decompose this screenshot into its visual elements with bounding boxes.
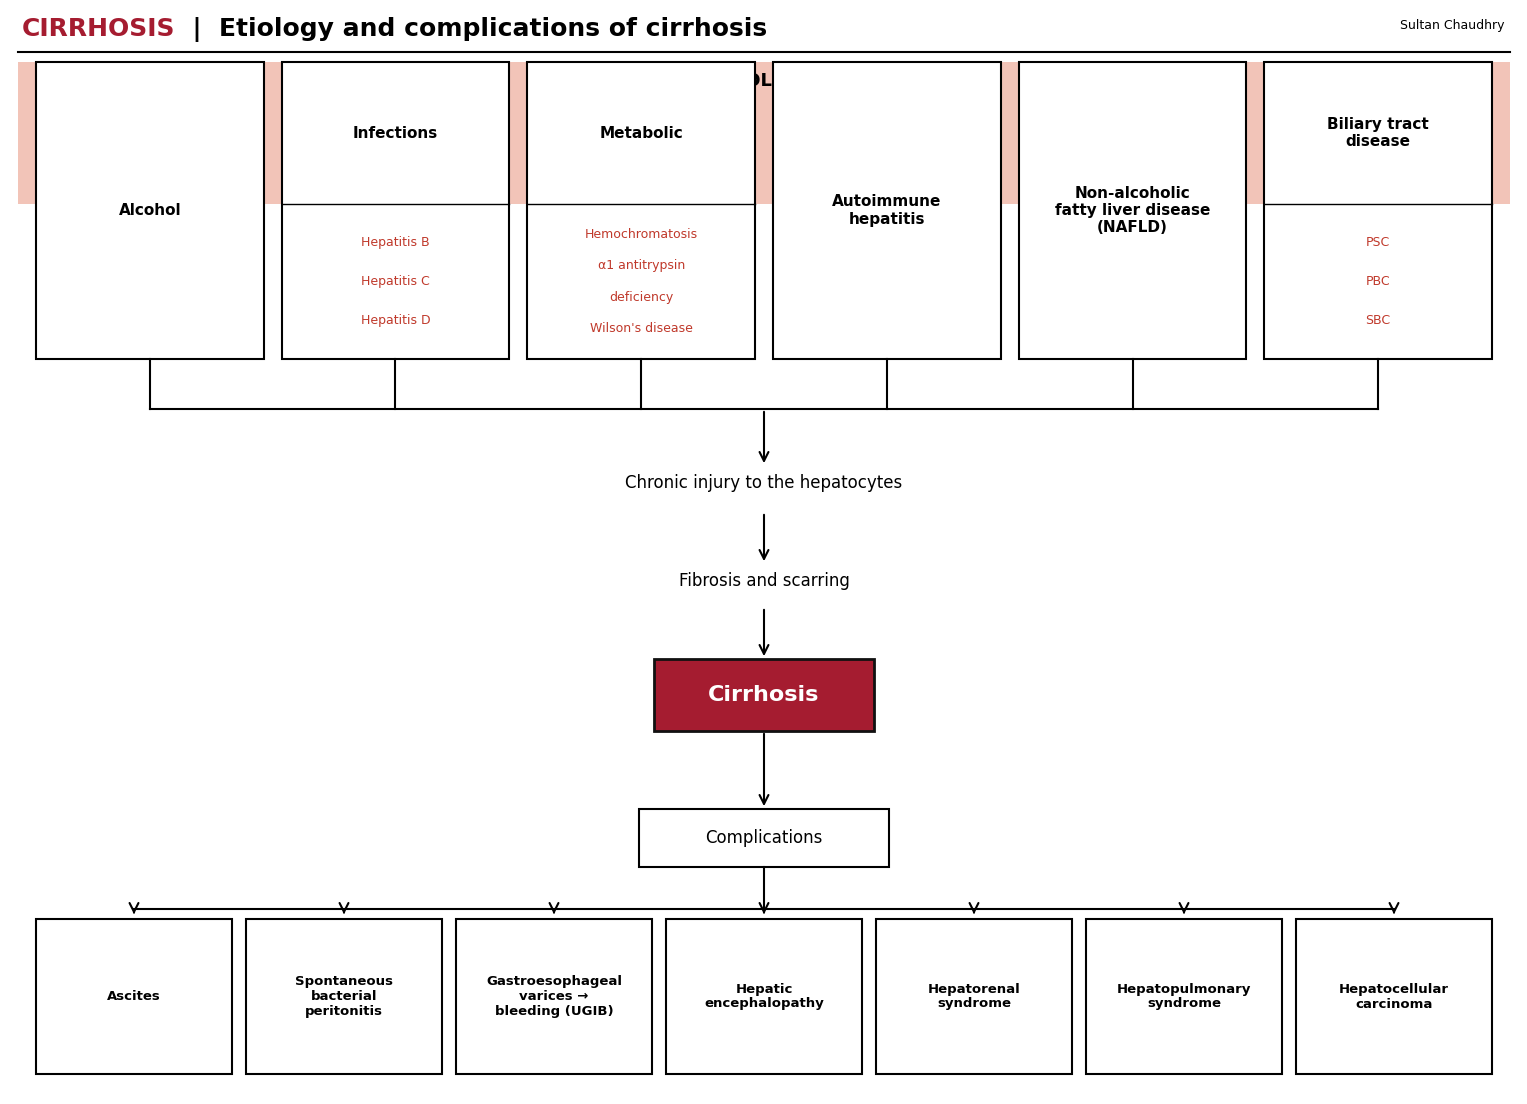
Text: Spontaneous
bacterial
peritonitis: Spontaneous bacterial peritonitis: [295, 975, 392, 1018]
Text: Ascites: Ascites: [107, 990, 160, 1004]
Text: Complications: Complications: [705, 829, 823, 847]
Bar: [1019, 62, 1246, 359]
Text: Hepatitis B: Hepatitis B: [362, 236, 429, 250]
Text: SBC: SBC: [1365, 314, 1391, 327]
Text: Autoimmune
hepatitis: Autoimmune hepatitis: [832, 194, 942, 226]
Text: α1 antitrypsin: α1 antitrypsin: [597, 259, 684, 273]
Bar: [1264, 62, 1492, 359]
Text: Wilson's disease: Wilson's disease: [589, 321, 693, 335]
Text: ETIOLOGY: ETIOLOGY: [715, 72, 814, 91]
Bar: [527, 62, 754, 359]
Text: Cirrhosis: Cirrhosis: [709, 684, 820, 705]
Text: Hepatic
encephalopathy: Hepatic encephalopathy: [704, 983, 825, 1010]
Text: Infections: Infections: [353, 126, 438, 140]
Text: Hemochromatosis: Hemochromatosis: [585, 229, 698, 242]
Text: deficiency: deficiency: [609, 290, 673, 304]
Bar: [876, 919, 1072, 1074]
Text: Sultan Chaudhry: Sultan Chaudhry: [1400, 19, 1506, 32]
Bar: [666, 919, 863, 1074]
Bar: [773, 62, 1000, 359]
Text: CIRRHOSIS: CIRRHOSIS: [21, 17, 176, 41]
Text: Non-alcoholic
fatty liver disease
(NAFLD): Non-alcoholic fatty liver disease (NAFLD…: [1055, 185, 1211, 235]
Bar: [457, 919, 652, 1074]
Bar: [654, 659, 873, 731]
Bar: [1296, 919, 1492, 1074]
Bar: [37, 62, 264, 359]
Bar: [246, 919, 441, 1074]
Bar: [37, 919, 232, 1074]
Text: Fibrosis and scarring: Fibrosis and scarring: [678, 572, 849, 590]
Text: Hepatitis D: Hepatitis D: [360, 314, 431, 327]
Bar: [1086, 919, 1283, 1074]
Text: PBC: PBC: [1365, 275, 1391, 288]
Bar: [18, 62, 1510, 204]
Text: |  Etiology and complications of cirrhosis: | Etiology and complications of cirrhosi…: [176, 17, 767, 42]
Text: Gastroesophageal
varices →
bleeding (UGIB): Gastroesophageal varices → bleeding (UGI…: [486, 975, 621, 1018]
Text: Chronic injury to the hepatocytes: Chronic injury to the hepatocytes: [626, 474, 902, 492]
Text: Metabolic: Metabolic: [599, 126, 683, 140]
Bar: [638, 809, 889, 867]
Text: Biliary tract
disease: Biliary tract disease: [1327, 117, 1429, 149]
Text: PSC: PSC: [1367, 236, 1390, 250]
Text: Alcohol: Alcohol: [119, 203, 182, 217]
Bar: [281, 62, 510, 359]
Text: Hepatorenal
syndrome: Hepatorenal syndrome: [927, 983, 1020, 1010]
Text: Hepatopulmonary
syndrome: Hepatopulmonary syndrome: [1116, 983, 1251, 1010]
Text: Hepatitis C: Hepatitis C: [360, 275, 431, 288]
Text: Hepatocellular
carcinoma: Hepatocellular carcinoma: [1339, 983, 1449, 1010]
